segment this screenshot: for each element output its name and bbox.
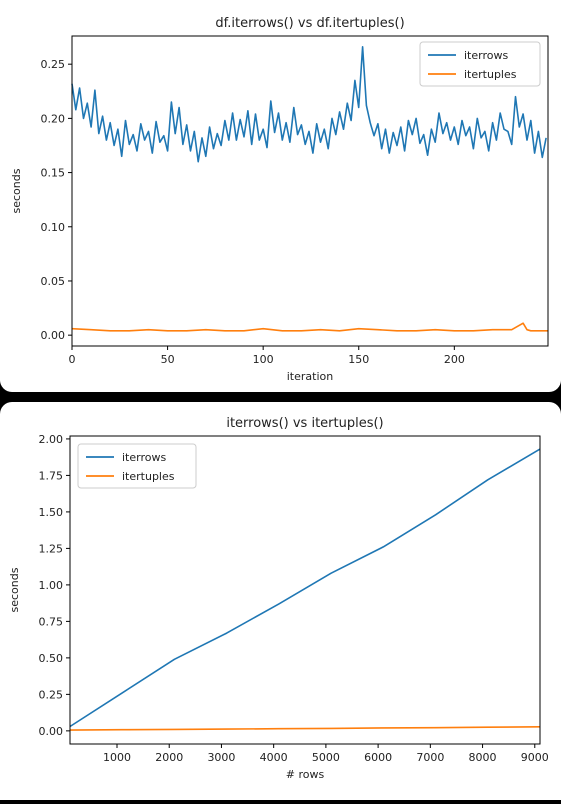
- legend-label-itertuples: itertuples: [122, 470, 175, 483]
- y-tick-label: 0.15: [41, 167, 66, 180]
- y-tick-label: 0.25: [39, 688, 64, 701]
- y-tick-label: 0.00: [41, 329, 66, 342]
- y-tick-label: 0.05: [41, 275, 66, 288]
- chart-title: df.iterrows() vs df.itertuples(): [215, 16, 404, 31]
- legend-box: [419, 41, 541, 87]
- y-tick-label: 0.50: [39, 652, 64, 665]
- x-tick-label: 9000: [521, 751, 549, 764]
- legend-label-iterrows: iterrows: [122, 451, 166, 464]
- bottom-chart-panel: iterrows() vs itertuples() 1000 2000 3000 40…: [0, 402, 561, 800]
- y-tick-label: 0.00: [39, 725, 64, 738]
- x-axis-label: # rows: [286, 768, 325, 781]
- y-axis-label: seconds: [8, 567, 21, 612]
- x-tick-label: 2000: [155, 751, 183, 764]
- y-tick-label: 1.00: [39, 579, 64, 592]
- x-tick-label: 3000: [207, 751, 235, 764]
- x-tick-label: 0: [69, 353, 76, 366]
- y-tick-label: 1.75: [39, 469, 64, 482]
- x-tick-label: 150: [348, 353, 369, 366]
- chart-iteration-timing: df.iterrows() vs df.itertuples() 0 50 100 15…: [10, 16, 549, 383]
- y-tick-label: 0.25: [41, 58, 66, 71]
- chart-title: iterrows() vs itertuples(): [226, 416, 383, 431]
- y-tick-label: 1.25: [39, 542, 64, 555]
- x-tick-label: 4000: [260, 751, 288, 764]
- legend-label-iterrows: iterrows: [464, 49, 508, 62]
- series-line-iterrows: [71, 45, 547, 163]
- x-tick-label: 7000: [416, 751, 444, 764]
- x-tick-label: 5000: [312, 751, 340, 764]
- top-chart-panel: df.iterrows() vs df.itertuples() 0 50 100 15…: [0, 0, 561, 392]
- y-tick-label: 0.20: [41, 112, 66, 125]
- x-tick-label: 1000: [103, 751, 131, 764]
- x-tick-label: 50: [161, 353, 175, 366]
- chart-rows-timing: iterrows() vs itertuples() 1000 2000 3000 40…: [8, 416, 549, 781]
- y-tick-label: 1.50: [39, 506, 64, 519]
- x-tick-label: 6000: [364, 751, 392, 764]
- series-line-itertuples: [71, 322, 548, 332]
- x-tick-label: 100: [253, 353, 274, 366]
- legend-box: [77, 443, 197, 489]
- x-axis-label: iteration: [287, 370, 333, 383]
- y-tick-label: 0.10: [41, 221, 66, 234]
- y-tick-label: 0.75: [39, 615, 64, 628]
- series-line-iterrows: [69, 448, 541, 728]
- plot-frame: [71, 35, 549, 347]
- series-line-itertuples: [69, 726, 541, 731]
- plot-frame: [69, 435, 541, 745]
- x-tick-label: 200: [444, 353, 465, 366]
- y-tick-label: 2.00: [39, 433, 64, 446]
- y-axis-label: seconds: [10, 168, 23, 213]
- legend-label-itertuples: itertuples: [464, 68, 517, 81]
- x-tick-label: 8000: [469, 751, 497, 764]
